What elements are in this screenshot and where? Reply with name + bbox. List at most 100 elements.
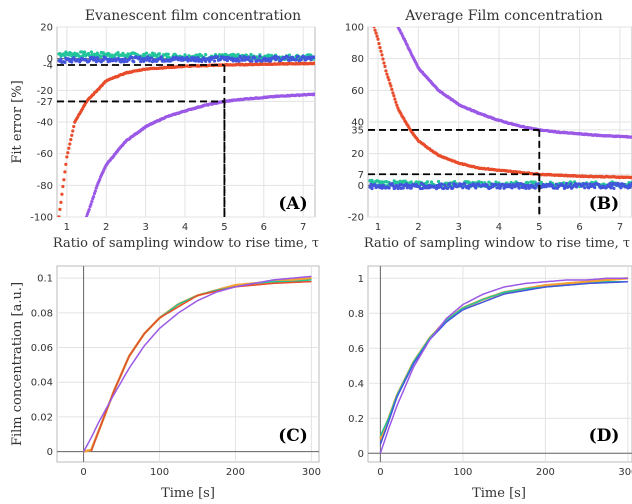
panel-a-point (119, 60, 123, 64)
panel-b-point (379, 49, 383, 53)
panel-d-ytick: 0 (358, 449, 364, 460)
panel-b-point (395, 103, 399, 107)
panel-a-point (62, 178, 66, 182)
panel-c-series-line (82, 275, 312, 452)
panel-a-point (90, 200, 94, 204)
panel-a-point (149, 56, 154, 60)
panel-b-point (389, 84, 393, 88)
panel-d-ytick: 0.8 (348, 309, 364, 320)
panel-c-xtick: 100 (150, 467, 169, 478)
panel-d-ytick: 1 (358, 274, 364, 285)
panel-b-point (420, 186, 425, 191)
panel-a-ytick: -60 (37, 149, 53, 160)
panel-a-point (159, 55, 163, 59)
panel-a-point (126, 52, 130, 56)
panel-b-point (375, 34, 379, 38)
panel-b-point (381, 57, 385, 61)
panel-b-point (568, 182, 573, 186)
panel-b-ytick: 7 (358, 170, 364, 181)
panel-b-ytick: 0 (358, 181, 364, 192)
panel-b-point (515, 181, 519, 186)
panel-c: 0 100 200 300 0 0.02 0.04 0.06 0.08 0.1 (C) Time … (10, 265, 321, 501)
panel-a-point (82, 50, 87, 54)
panel-b-point (593, 185, 597, 190)
panel-b-point (451, 186, 455, 190)
panel-b-point (377, 42, 381, 46)
panel-b-point (461, 186, 465, 190)
panel-a-point (66, 151, 70, 155)
panel-a: Evanescent film concentration 1 2 3 4 5 6 7 20 0… (10, 8, 319, 251)
panel-a-xtick: 2 (103, 222, 109, 233)
panel-b-point (583, 186, 587, 190)
panel-b-point (387, 78, 391, 82)
panel-a-point (237, 59, 241, 63)
panel-b-point (386, 75, 390, 79)
panel-a-point (145, 51, 149, 55)
panel-d-series-line (379, 277, 628, 454)
panel-a-ytick: -80 (37, 181, 53, 192)
panel-d-xtick: 200 (536, 467, 555, 478)
panel-b-xtick: 3 (455, 222, 461, 233)
panel-b-ytick: 100 (345, 23, 364, 34)
panel-b-title: Average Film concentration (404, 8, 603, 24)
panel-a-point (94, 186, 98, 190)
panel-a-point (70, 60, 74, 64)
panel-a-point (250, 59, 254, 63)
panel-b-point (474, 186, 478, 190)
panel-b-point (390, 87, 394, 91)
panel-d-plot: 0 100 200 300 0 0.2 0.4 0.6 0.8 1 (348, 266, 632, 478)
panel-a-point (59, 200, 63, 204)
panel-b-point (554, 182, 559, 186)
panel-a-title: Evanescent film concentration (85, 8, 301, 24)
panel-b-point (376, 37, 380, 41)
panel-b-point (405, 43, 409, 47)
panel-d-ytick: 0.2 (348, 414, 364, 425)
panel-a-ytick: 20 (40, 23, 53, 34)
panel-a-xtick: 3 (142, 222, 148, 233)
panel-b-ytick: -20 (348, 213, 364, 224)
panel-b-point (564, 181, 569, 185)
panel-a-point (285, 55, 290, 59)
panel-a-point (59, 57, 63, 61)
panel-a-xtick: 5 (221, 222, 227, 233)
panel-b-xtick: 4 (496, 222, 502, 233)
panel-a-point (313, 55, 315, 60)
panel-b-point (391, 184, 395, 188)
panel-b-point (597, 182, 601, 187)
panel-b-point (517, 186, 521, 190)
panel-b-point (467, 186, 471, 190)
panel-a-point (243, 58, 247, 62)
panel-c-xtick: 300 (302, 467, 321, 478)
panel-b-point (448, 182, 452, 186)
panel-b-xtick: 5 (536, 222, 542, 233)
panel-a-point (299, 58, 303, 62)
panel-a-label: (A) (278, 194, 307, 214)
panel-a-point (69, 138, 73, 142)
panel-d-xlabel: Time [s] (472, 486, 526, 501)
panel-a-point (123, 57, 127, 61)
panel-a-ytick: 0 (47, 54, 53, 65)
panel-a-point (67, 146, 71, 150)
panel-b-point (401, 186, 405, 190)
panel-a-point (132, 60, 136, 64)
panel-c-frame (56, 265, 320, 463)
panel-a-point (313, 92, 315, 96)
panel-b-point (494, 183, 498, 187)
panel-a-point (247, 55, 251, 59)
panel-b-point (526, 181, 530, 185)
panel-b-point (425, 180, 430, 184)
panel-d-xtick: 300 (618, 467, 632, 478)
panel-c-ytick: 0.02 (31, 412, 53, 423)
panel-d-series-line (379, 281, 628, 445)
panel-b-point (536, 182, 540, 186)
panel-b-point (533, 186, 537, 190)
panel-a-point (70, 133, 74, 137)
panel-a-point (276, 56, 281, 60)
panel-b-xtick: 1 (375, 222, 381, 233)
panel-a-ytick: -20 (37, 86, 53, 97)
panel-b-point (394, 100, 398, 104)
panel-a-point (63, 60, 67, 64)
panel-a-point (80, 50, 84, 54)
panel-b-xtick: 6 (576, 222, 582, 233)
